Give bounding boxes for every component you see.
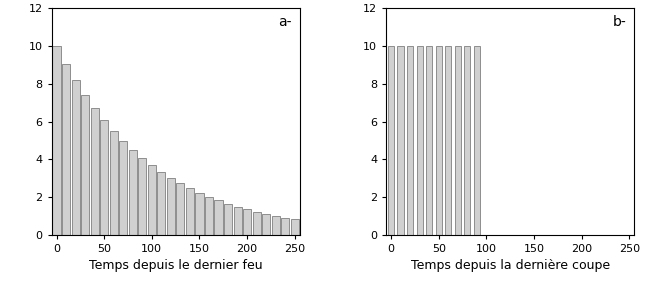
Bar xyxy=(417,46,422,235)
Bar xyxy=(252,212,261,235)
Bar xyxy=(205,197,213,235)
Bar xyxy=(186,188,194,235)
Bar xyxy=(281,218,289,235)
Bar xyxy=(224,204,232,235)
Bar xyxy=(215,200,223,235)
Bar xyxy=(291,219,299,235)
Bar xyxy=(435,46,442,235)
Bar xyxy=(167,178,175,235)
Bar xyxy=(129,150,137,235)
Bar xyxy=(100,121,108,235)
Bar xyxy=(445,46,452,235)
Bar xyxy=(397,46,404,235)
Text: a-: a- xyxy=(279,15,292,29)
Bar xyxy=(72,80,80,235)
Bar xyxy=(195,193,204,235)
Bar xyxy=(388,46,394,235)
Bar xyxy=(272,216,280,235)
Bar xyxy=(407,46,413,235)
Bar xyxy=(464,46,470,235)
Bar xyxy=(455,46,461,235)
Bar xyxy=(52,46,61,235)
Bar xyxy=(138,158,146,235)
Bar xyxy=(262,214,270,235)
Bar xyxy=(109,131,118,235)
Bar xyxy=(426,46,432,235)
Text: b-: b- xyxy=(613,15,627,29)
Bar xyxy=(243,209,251,235)
Bar xyxy=(62,64,70,235)
X-axis label: Temps depuis le dernier feu: Temps depuis le dernier feu xyxy=(89,260,263,273)
Bar xyxy=(91,108,99,235)
Bar xyxy=(157,172,166,235)
Bar xyxy=(119,141,127,235)
Bar xyxy=(234,207,241,235)
Bar xyxy=(474,46,480,235)
Bar xyxy=(177,183,184,235)
X-axis label: Temps depuis la dernière coupe: Temps depuis la dernière coupe xyxy=(411,260,609,273)
Bar xyxy=(148,166,156,235)
Bar xyxy=(81,95,89,235)
